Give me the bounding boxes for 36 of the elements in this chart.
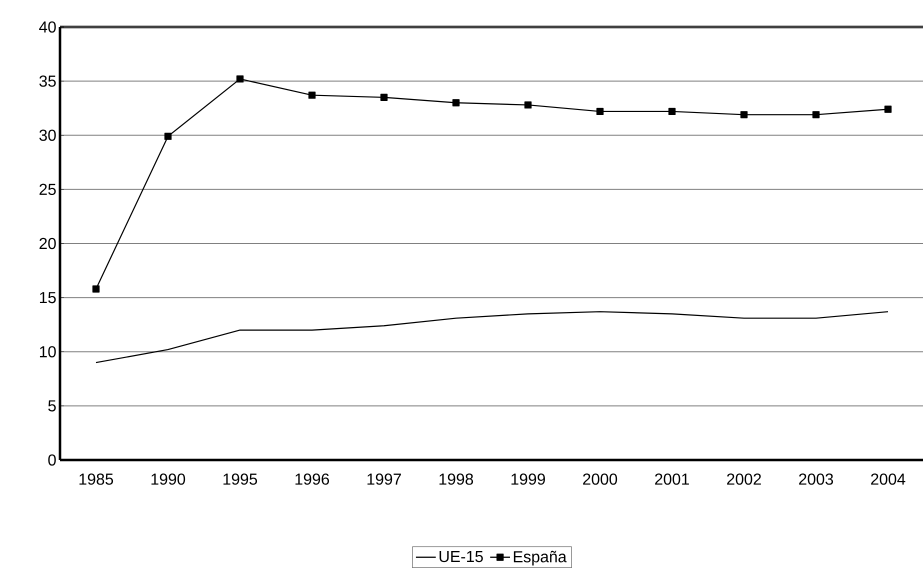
x-tick-label: 1996 (295, 474, 330, 485)
x-tick-label: 1999 (511, 474, 545, 485)
y-tick-label: 40 (39, 21, 56, 33)
y-tick-label: 5 (48, 400, 56, 412)
y-tick-label: 35 (39, 75, 56, 87)
x-tick-label: 1997 (367, 474, 401, 485)
point (380, 94, 388, 101)
point (236, 75, 244, 83)
point (596, 108, 604, 116)
legend-label: España (514, 550, 567, 566)
y-tick-label: 15 (40, 292, 56, 304)
point (884, 106, 892, 113)
x-tick-label: 2002 (727, 474, 761, 485)
x-tick-label: 1995 (223, 474, 258, 485)
legend-label: UE-15 (440, 551, 483, 562)
x-tick-label: 2003 (799, 474, 834, 485)
y-tick-label: 0 (48, 454, 56, 466)
point (452, 99, 460, 106)
point (308, 92, 316, 99)
y-tick-label: 30 (39, 130, 56, 141)
y-tick-label: 10 (40, 346, 56, 358)
point (524, 101, 532, 109)
point (812, 111, 820, 118)
x-tick-label: 1990 (151, 474, 186, 485)
point (92, 285, 100, 293)
x-tick-label: 2004 (871, 474, 906, 485)
y-tick-label: 25 (40, 184, 56, 196)
x-tick-label: 2000 (583, 474, 618, 485)
point (740, 111, 748, 118)
point (668, 108, 676, 116)
point (164, 132, 172, 140)
x-tick-label: 1998 (439, 474, 474, 485)
x-tick-label: 2001 (655, 474, 689, 485)
x-tick-label: 1985 (79, 474, 114, 485)
y-tick-label: 20 (40, 238, 56, 250)
line-series (95, 311, 889, 364)
